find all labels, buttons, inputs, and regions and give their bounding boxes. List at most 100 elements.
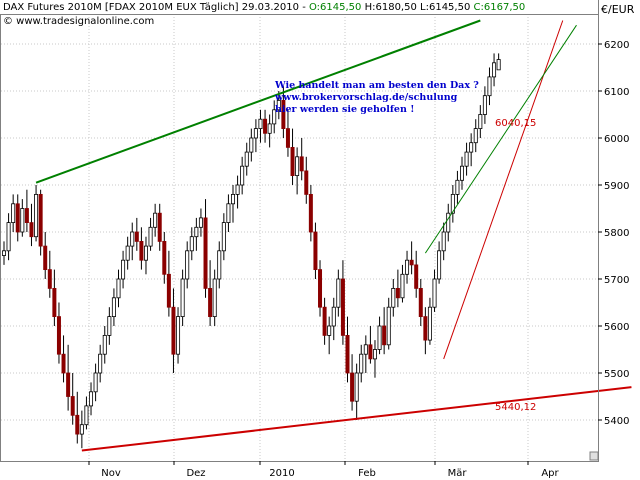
candle-down <box>345 334 350 374</box>
candle-down <box>313 231 318 270</box>
x-tick-label: Mär <box>448 468 468 479</box>
candle-up <box>450 193 455 214</box>
candle-up <box>212 278 217 317</box>
candle-up <box>102 334 107 355</box>
candle-down <box>38 193 43 247</box>
candle-up <box>93 372 98 393</box>
candle-up <box>176 316 181 355</box>
candle-down <box>66 372 71 397</box>
candle-up <box>249 137 254 153</box>
candle-down <box>75 414 80 435</box>
candle-down <box>61 353 66 374</box>
candle-up <box>487 76 492 97</box>
candle-up <box>258 118 263 129</box>
candle-down <box>162 240 167 275</box>
annotation-line-1: Wie handelt man am besten den Dax ? <box>275 80 479 91</box>
candle-up <box>327 325 332 336</box>
x-tick-label: Apr <box>541 468 559 479</box>
candle-up <box>253 128 258 139</box>
candle-down <box>166 273 171 308</box>
candle-down <box>290 146 295 176</box>
candle-up <box>84 405 89 426</box>
candle-down <box>350 372 355 402</box>
candle-up <box>79 424 84 435</box>
copyright-text: © www.tradesignalonline.com <box>3 16 155 27</box>
candle-up <box>437 250 442 280</box>
candle-up <box>198 217 203 228</box>
candle-down <box>43 245 48 271</box>
candle-up <box>89 391 94 407</box>
candle-up <box>34 193 39 238</box>
candle-up <box>473 128 478 144</box>
candle-down <box>340 278 345 336</box>
candle-up <box>272 109 277 125</box>
candle-up <box>194 226 199 238</box>
candle-down <box>409 259 414 266</box>
candles <box>2 53 501 449</box>
y-tick-label: 5600 <box>604 322 629 333</box>
candle-down <box>418 287 423 317</box>
candle-down <box>208 287 213 317</box>
candle-down <box>56 316 61 355</box>
chart-header: DAX Futures 2010M [FDAX 2010M EUX Täglic… <box>3 2 526 13</box>
candle-up <box>221 222 226 252</box>
candle-up <box>189 236 194 252</box>
candle-up <box>405 259 410 275</box>
y-tick-label: 6100 <box>604 87 629 98</box>
open-value: O:6145,50 <box>308 2 362 13</box>
resize-corner <box>589 451 599 461</box>
trend-lines <box>35 19 632 452</box>
candle-down <box>281 100 286 130</box>
candle-up <box>148 226 153 247</box>
x-tick-label: Nov <box>101 468 121 479</box>
candle-up <box>107 316 112 336</box>
candle-up <box>244 151 249 167</box>
candle-down <box>285 128 290 148</box>
instrument-title: DAX Futures 2010M [FDAX 2010M EUX Täglic… <box>3 2 300 13</box>
candle-up <box>11 203 16 224</box>
candle-down <box>263 118 268 134</box>
candle-up <box>111 297 116 317</box>
candle-up <box>230 193 235 205</box>
candle-up <box>336 278 341 308</box>
candle-down <box>414 264 419 289</box>
candle-down <box>47 269 52 289</box>
candle-up <box>2 250 7 256</box>
candle-up <box>143 245 148 261</box>
candle-up <box>492 62 497 78</box>
y-tick-label: 5700 <box>604 275 629 286</box>
candle-up <box>20 208 25 233</box>
candle-up <box>391 287 396 308</box>
x-tick-label: Dez <box>186 468 205 479</box>
candle-up <box>125 245 130 261</box>
candle-up <box>217 250 222 280</box>
candle-down <box>368 344 373 360</box>
candle-up <box>400 273 405 299</box>
candle-down <box>171 306 176 355</box>
candle-up <box>267 123 272 134</box>
candle-up <box>482 95 487 115</box>
candle-up <box>185 250 190 280</box>
candle-up <box>427 306 432 341</box>
candle-down <box>29 222 34 238</box>
candle-up <box>153 212 158 228</box>
candle-down <box>203 217 208 289</box>
x-tick-label: 2010 <box>269 468 294 479</box>
candle-up <box>496 59 501 71</box>
y-tick-label: 5400 <box>604 416 629 427</box>
candle-up <box>372 349 377 360</box>
candle-up <box>6 222 11 252</box>
y-tick-label: 6000 <box>604 134 629 145</box>
candle-up <box>464 151 469 167</box>
candle-up <box>116 278 121 299</box>
candle-up <box>226 203 231 224</box>
candle-up <box>121 259 126 280</box>
candle-down <box>322 306 327 336</box>
candle-down <box>24 208 29 223</box>
candle-down <box>15 203 20 233</box>
trend-line <box>35 19 481 184</box>
annotation-text: Wie handelt man am besten den Dax ? www.… <box>275 80 479 116</box>
candle-down <box>395 287 400 299</box>
candle-up <box>469 142 474 153</box>
